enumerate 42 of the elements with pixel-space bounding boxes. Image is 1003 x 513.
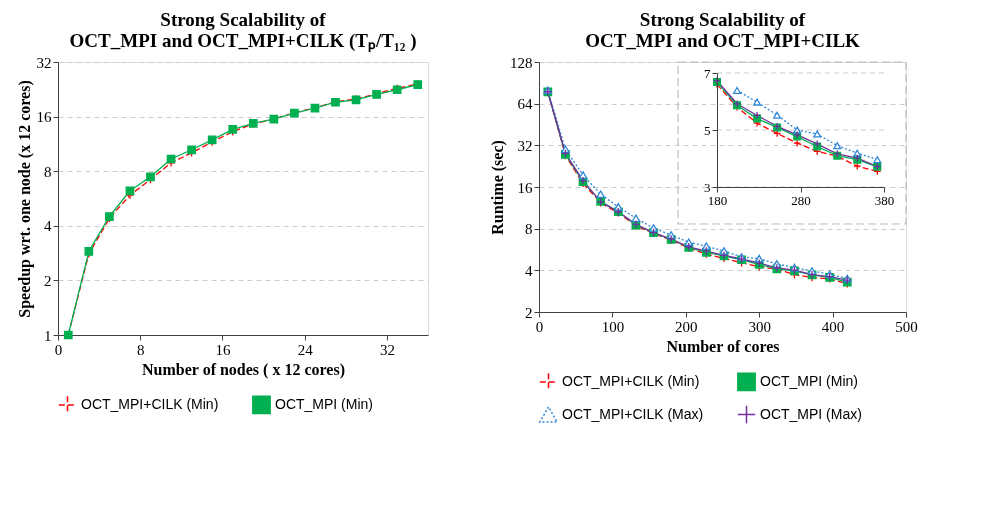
y-tick-label: 32 bbox=[36, 54, 52, 71]
y-axis-title: Runtime (sec) bbox=[489, 140, 507, 235]
y-tick-label: 8 bbox=[525, 221, 533, 238]
y-tick-label: 128 bbox=[510, 54, 533, 71]
y-tick-label: 16 bbox=[36, 109, 52, 126]
x-tick-label: 280 bbox=[791, 192, 811, 208]
x-tick-label: 380 bbox=[874, 192, 895, 208]
x-tick-label: 8 bbox=[136, 341, 145, 358]
x-axis-title: Number of nodes ( x 12 cores) bbox=[142, 360, 345, 379]
x-tick-label: 32 bbox=[379, 341, 395, 358]
y-tick-label: 3 bbox=[704, 179, 711, 195]
y-tick-label: 7 bbox=[704, 65, 711, 81]
chart-title: Strong Scalability of OCT_MPI and OCT_MPI+CILK (Tₚ/T₁₂ ) bbox=[69, 9, 417, 52]
y-tick-label: 2 bbox=[44, 272, 52, 289]
y-tick-label: 64 bbox=[517, 96, 533, 113]
x-axis-title: Number of cores bbox=[666, 337, 780, 355]
legend-label: OCT_MPI+CILK (Min) bbox=[81, 395, 219, 412]
x-tick-label: 0 bbox=[535, 318, 544, 335]
x-tick-label: 200 bbox=[675, 318, 698, 335]
y-axis-title: Speedup wrt. one node (x 12 cores) bbox=[15, 80, 34, 318]
x-tick-label: 300 bbox=[748, 318, 771, 335]
y-tick-label: 5 bbox=[704, 122, 711, 138]
y-tick-label: 32 bbox=[517, 137, 533, 154]
y-tick-label: 16 bbox=[517, 179, 533, 196]
y-tick-label: 1 bbox=[44, 327, 52, 344]
x-tick-label: 24 bbox=[297, 341, 314, 358]
legend-label: OCT_MPI (Min) bbox=[275, 395, 373, 412]
x-tick-label: 16 bbox=[215, 341, 231, 358]
y-tick-label: 2 bbox=[525, 304, 533, 321]
y-tick-label: 4 bbox=[525, 262, 533, 279]
legend-label: OCT_MPI (Max) bbox=[760, 405, 862, 422]
y-tick-label: 8 bbox=[44, 163, 52, 180]
x-tick-label: 180 bbox=[707, 192, 728, 208]
x-tick-label: 0 bbox=[54, 341, 63, 358]
legend-label: OCT_MPI (Min) bbox=[760, 372, 858, 389]
x-tick-label: 100 bbox=[601, 318, 625, 335]
chart-title: Strong Scalability of OCT_MPI and OCT_MPI+CILK bbox=[585, 9, 861, 51]
y-tick-label: 4 bbox=[44, 218, 52, 235]
x-tick-label: 400 bbox=[821, 318, 845, 335]
legend-label: OCT_MPI+CILK (Max) bbox=[562, 405, 704, 422]
x-tick-label: 500 bbox=[895, 318, 918, 335]
legend-label: OCT_MPI+CILK (Min) bbox=[562, 372, 700, 389]
